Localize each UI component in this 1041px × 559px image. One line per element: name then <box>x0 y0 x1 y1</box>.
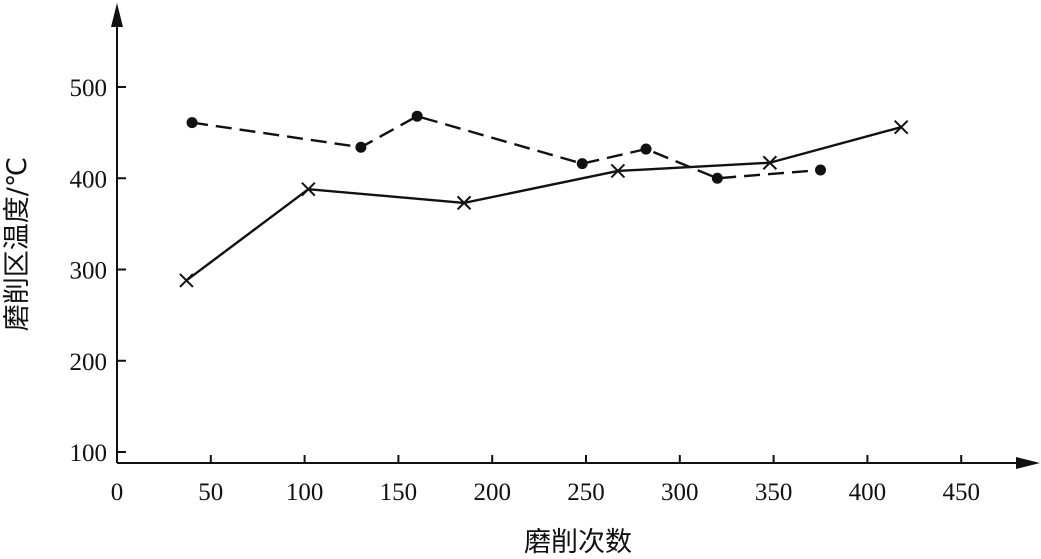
x-tick-label: 300 <box>661 479 699 506</box>
series-2-point <box>762 155 778 170</box>
axes <box>111 3 1040 469</box>
x-axis-title: 磨削次数 <box>524 527 632 558</box>
series-1-point <box>186 117 198 129</box>
x-tick-label: 150 <box>380 479 418 506</box>
x-tick-label: 50 <box>198 479 223 506</box>
series-2-point <box>301 181 316 197</box>
x-tick-label: 200 <box>473 479 511 506</box>
y-tick-label: 300 <box>70 258 108 285</box>
series-1-point <box>576 158 588 170</box>
x-tick-label: 450 <box>942 479 980 506</box>
x-axis-arrow <box>1016 457 1040 469</box>
y-tick-label: 400 <box>70 166 108 193</box>
series-layer <box>179 110 909 288</box>
series-1-point <box>355 141 367 153</box>
series-1-point <box>815 164 826 176</box>
x-tick-label: 250 <box>567 479 605 506</box>
series-2-point <box>610 163 626 179</box>
series-1-point <box>411 110 423 122</box>
x-tick-label: 100 <box>286 479 324 506</box>
series-2-point <box>179 273 194 288</box>
y-tick-label: 500 <box>70 75 108 102</box>
series-2-line <box>185 125 902 282</box>
series-1-point <box>711 172 723 184</box>
series-2-point <box>893 119 909 135</box>
series-1-point <box>640 143 652 155</box>
x-tick-label: 0 <box>111 479 124 506</box>
y-tick-label: 100 <box>70 440 108 467</box>
series-1-line <box>191 114 821 180</box>
x-ticks: 0 50 100 150 200 250 300 350 400 450 <box>111 455 980 506</box>
y-axis-arrow <box>111 3 123 27</box>
y-axis-title: 磨削区温度/℃ <box>2 157 33 331</box>
series-2-point <box>456 195 472 211</box>
x-tick-label: 400 <box>849 479 887 506</box>
y-tick-label: 200 <box>70 349 108 376</box>
y-ticks: 100 200 300 400 500 <box>70 75 126 467</box>
x-tick-label: 350 <box>755 479 793 506</box>
